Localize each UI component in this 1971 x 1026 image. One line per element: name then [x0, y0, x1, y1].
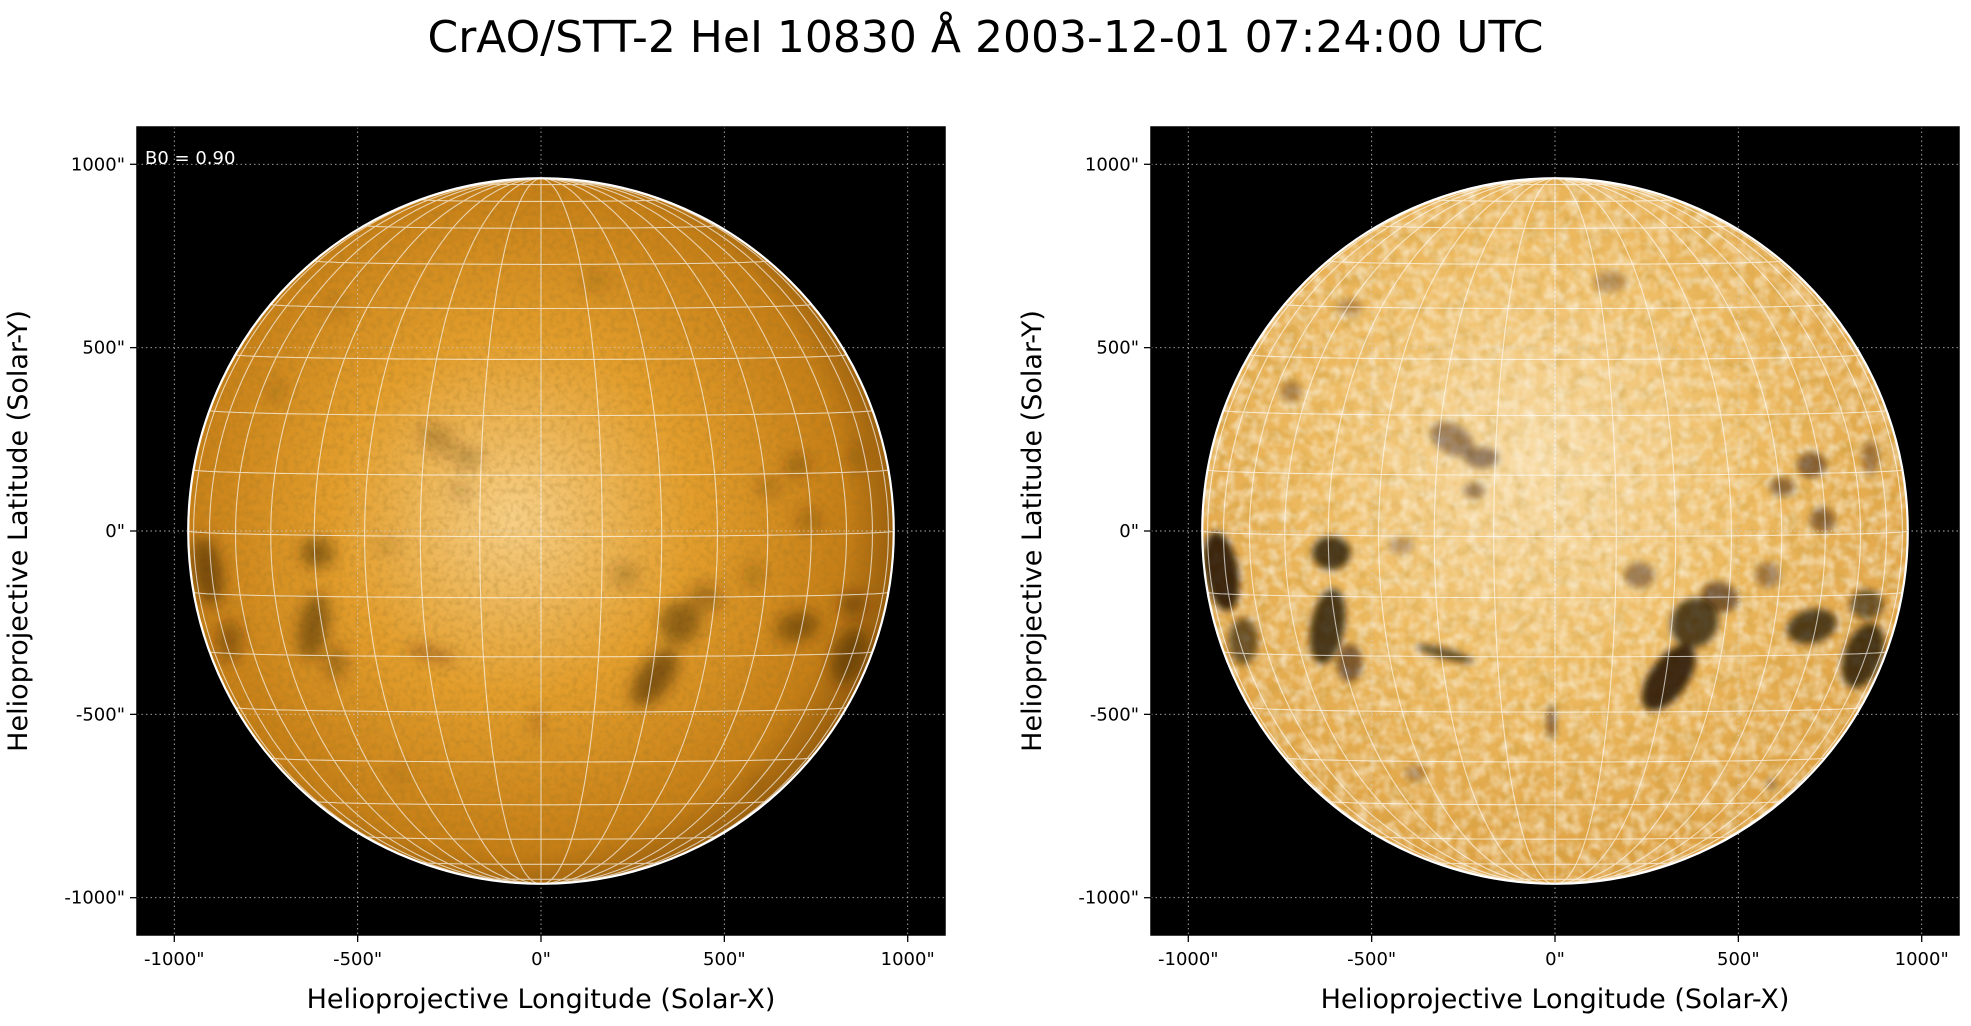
y-tick-label: -500" [1090, 704, 1139, 725]
y-tick-label: 1000" [71, 154, 125, 175]
axis-ticks [130, 163, 909, 942]
axis-ticks [1144, 163, 1923, 942]
y-tick-label: 500" [82, 338, 125, 359]
y-axis-label: Helioprojective Latitude (Solar-Y) [3, 310, 34, 752]
y-tick-label: -500" [76, 704, 125, 725]
y-tick-label: 0" [1119, 521, 1139, 542]
figure-title: CrAO/STT-2 HeI 10830 Å 2003-12-01 07:24:… [427, 12, 1544, 63]
x-tick-label: -500" [333, 949, 382, 970]
x-tick-label: 500" [703, 949, 746, 970]
absorption-features [191, 272, 868, 789]
y-tick-label: 500" [1096, 338, 1139, 359]
y-tick-label: -1000" [64, 888, 125, 909]
y-tick-label: -1000" [1078, 888, 1139, 909]
x-tick-label: 500" [1717, 949, 1760, 970]
y-tick-label: 1000" [1085, 154, 1139, 175]
x-axis-label: Helioprojective Longitude (Solar-X) [307, 984, 776, 1015]
x-tick-label: -500" [1347, 949, 1396, 970]
left-solar-image-panel: -1000" -500" 0" 500" 1000" 1000" 500" 0" -500" -1… [3, 126, 946, 1015]
x-tick-label: 0" [531, 949, 551, 970]
x-tick-label: 1000" [881, 949, 935, 970]
x-tick-label: 0" [1545, 949, 1565, 970]
right-solar-image-panel: -1000" -500" 0" 500" 1000" 1000" 500" 0" -500" -1… [1017, 126, 1960, 1015]
x-axis-label: Helioprojective Longitude (Solar-X) [1321, 984, 1790, 1015]
b0-annotation: B0 = 0.90 [145, 148, 235, 169]
x-tick-label: 1000" [1895, 949, 1949, 970]
x-tick-label: -1000" [144, 949, 205, 970]
y-tick-label: 0" [105, 521, 125, 542]
x-tick-label: -1000" [1158, 949, 1219, 970]
y-axis-label: Helioprojective Latitude (Solar-Y) [1017, 310, 1048, 752]
